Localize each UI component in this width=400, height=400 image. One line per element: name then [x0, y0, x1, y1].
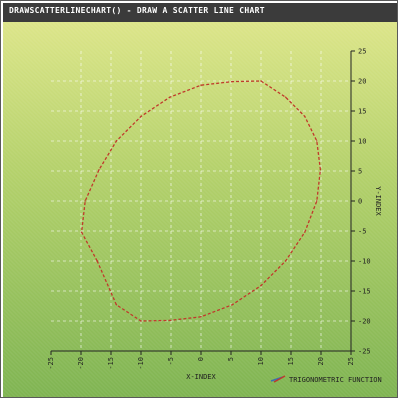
x-tick-label: 0 — [197, 357, 205, 361]
y-axis-title: Y-INDEX — [374, 186, 382, 216]
data-point — [169, 96, 171, 98]
data-point — [115, 304, 118, 306]
data-point — [98, 169, 100, 171]
data-point — [200, 316, 202, 318]
data-point — [115, 140, 118, 142]
data-point — [80, 231, 83, 233]
data-point — [169, 319, 171, 322]
x-tick-label: 20 — [317, 357, 325, 365]
x-tick-label: -25 — [47, 357, 55, 370]
y-tick-label: -5 — [358, 228, 366, 236]
y-tick-label: 5 — [358, 168, 362, 176]
y-tick-label: 25 — [358, 48, 366, 56]
title-bar: DRAWSCATTERLINECHART() - DRAW A SCATTER … — [3, 3, 397, 22]
data-point — [319, 169, 322, 171]
y-tick-label: 20 — [358, 78, 366, 86]
data-point — [304, 231, 306, 233]
data-point — [316, 140, 318, 142]
x-tick-label: 10 — [257, 357, 265, 365]
x-tick-label: 5 — [227, 357, 235, 361]
data-point — [260, 80, 262, 82]
data-point — [231, 80, 233, 83]
data-point — [140, 115, 142, 118]
y-tick-label: 0 — [358, 198, 362, 206]
x-tick-label: -15 — [107, 357, 115, 370]
data-point — [304, 115, 306, 118]
x-tick-label: -10 — [137, 357, 145, 370]
data-point — [231, 304, 233, 306]
data-point — [200, 84, 202, 86]
y-tick-label: 10 — [358, 138, 366, 146]
y-tick-label: 15 — [358, 108, 366, 116]
data-point — [284, 260, 287, 262]
x-tick-label: 15 — [287, 357, 295, 365]
legend-label: TRIGONOMETRIC FUNCTION — [289, 376, 382, 384]
y-tick-label: -25 — [358, 348, 371, 356]
chart-title: DRAWSCATTERLINECHART() - DRAW A SCATTER … — [9, 6, 265, 15]
data-point — [284, 96, 287, 98]
data-point — [84, 200, 86, 202]
data-point — [316, 200, 318, 202]
x-axis-title: X-INDEX — [186, 373, 216, 381]
chart-background — [3, 22, 397, 397]
x-tick-label: -5 — [167, 357, 175, 365]
data-point — [140, 320, 142, 322]
y-tick-label: -15 — [358, 288, 371, 296]
series-line — [80, 80, 322, 322]
x-tick-label: -20 — [77, 357, 85, 370]
data-point — [96, 260, 98, 262]
legend-icon-line-b — [273, 375, 286, 383]
x-tick-label: 25 — [347, 357, 355, 365]
y-tick-label: -20 — [358, 318, 371, 326]
y-tick-label: -10 — [358, 258, 371, 266]
data-point — [260, 284, 262, 287]
